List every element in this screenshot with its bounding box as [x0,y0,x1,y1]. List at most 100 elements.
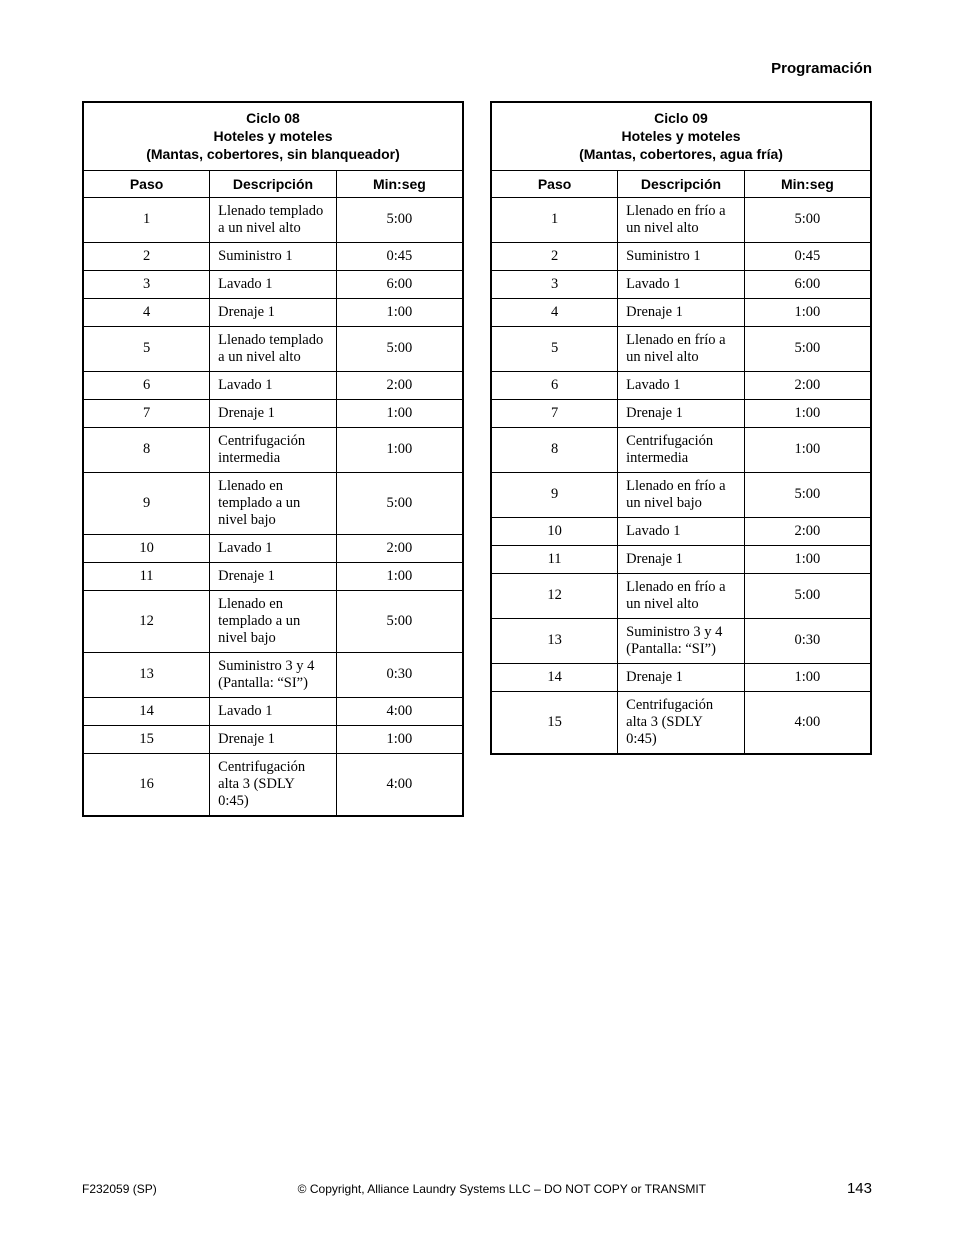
table-cell-step: 3 [83,270,210,298]
table-row: 13Suministro 3 y 4 (Pantalla: “SI”)0:30 [491,618,871,663]
table-cell-step: 4 [83,298,210,326]
table-row: 16Centrifugación alta 3 (SDLY 0:45)4:00 [83,753,463,816]
table-cell-desc: Centrifugación intermedia [618,427,745,472]
table-row: 10Lavado 12:00 [83,534,463,562]
table-cell-time: 1:00 [744,399,871,427]
table-row: 5Llenado templado a un nivel alto5:00 [83,326,463,371]
table-cell-step: 9 [83,472,210,534]
table-row: 8Centrifugación intermedia1:00 [83,427,463,472]
table-cell-time: 5:00 [744,197,871,242]
table-cell-time: 1:00 [744,427,871,472]
table-cell-time: 5:00 [336,472,463,534]
table-cell-desc: Lavado 1 [210,270,337,298]
table-row: 2Suministro 10:45 [83,242,463,270]
table-row: 6Lavado 12:00 [83,371,463,399]
table-cell-step: 7 [491,399,618,427]
table-cell-time: 0:30 [744,618,871,663]
table-cell-step: 12 [491,573,618,618]
table-row: 9Llenado en frío a un nivel bajo5:00 [491,472,871,517]
table-cell-time: 1:00 [744,298,871,326]
table-row: 1Llenado templado a un nivel alto5:00 [83,197,463,242]
table-cell-desc: Drenaje 1 [210,298,337,326]
table-cell-desc: Centrifugación alta 3 (SDLY 0:45) [618,691,745,754]
table-cell-time: 6:00 [744,270,871,298]
table-cell-step: 14 [83,697,210,725]
table-cell-desc: Suministro 1 [210,242,337,270]
table-cell-step: 5 [491,326,618,371]
table-cell-desc: Llenado en frío a un nivel alto [618,573,745,618]
column-header: Min:seg [336,170,463,197]
table-cell-desc: Suministro 1 [618,242,745,270]
cycle-table-1: Ciclo 09Hoteles y moteles(Mantas, cobert… [490,101,872,755]
table-cell-time: 6:00 [336,270,463,298]
footer-copyright: © Copyright, Alliance Laundry Systems LL… [157,1182,847,1196]
table-row: 9Llenado en templado a un nivel bajo5:00 [83,472,463,534]
cycle-title: Ciclo 09Hoteles y moteles(Mantas, cobert… [491,102,871,170]
table-row: 8Centrifugación intermedia1:00 [491,427,871,472]
table-row: 12Llenado en templado a un nivel bajo5:0… [83,590,463,652]
table-cell-desc: Llenado en templado a un nivel bajo [210,472,337,534]
table-row: 7Drenaje 11:00 [491,399,871,427]
table-cell-desc: Suministro 3 y 4 (Pantalla: “SI”) [618,618,745,663]
page-footer: F232059 (SP) © Copyright, Alliance Laund… [82,1180,872,1197]
table-cell-step: 6 [491,371,618,399]
section-title: Programación [82,60,872,77]
table-row: 13Suministro 3 y 4 (Pantalla: “SI”)0:30 [83,652,463,697]
table-cell-time: 4:00 [336,697,463,725]
table-cell-time: 2:00 [744,517,871,545]
table-cell-desc: Lavado 1 [618,371,745,399]
table-row: 3Lavado 16:00 [83,270,463,298]
table-row: 5Llenado en frío a un nivel alto5:00 [491,326,871,371]
column-header: Min:seg [744,170,871,197]
table-cell-step: 13 [491,618,618,663]
column-header: Descripción [210,170,337,197]
tables-row: Ciclo 08Hoteles y moteles(Mantas, cobert… [82,101,872,817]
table-cell-step: 16 [83,753,210,816]
table-cell-step: 14 [491,663,618,691]
table-row: 4Drenaje 11:00 [83,298,463,326]
table-row: 15Drenaje 11:00 [83,725,463,753]
table-cell-time: 5:00 [336,197,463,242]
table-row: 2Suministro 10:45 [491,242,871,270]
table-cell-desc: Drenaje 1 [618,399,745,427]
table-cell-step: 10 [83,534,210,562]
table-cell-step: 8 [491,427,618,472]
table-cell-desc: Lavado 1 [210,697,337,725]
table-cell-desc: Llenado templado a un nivel alto [210,326,337,371]
table-cell-step: 13 [83,652,210,697]
footer-doc-code: F232059 (SP) [82,1182,157,1196]
table-row: 14Drenaje 11:00 [491,663,871,691]
table-cell-step: 8 [83,427,210,472]
cycle-title: Ciclo 08Hoteles y moteles(Mantas, cobert… [83,102,463,170]
table-cell-time: 0:45 [336,242,463,270]
table-cell-desc: Drenaje 1 [618,298,745,326]
table-cell-time: 5:00 [336,326,463,371]
table-cell-desc: Drenaje 1 [210,725,337,753]
table-cell-time: 0:45 [744,242,871,270]
table-cell-desc: Lavado 1 [210,371,337,399]
page-content: Programación Ciclo 08Hoteles y moteles(M… [0,0,954,817]
table-cell-time: 5:00 [744,573,871,618]
table-cell-time: 2:00 [336,534,463,562]
table-cell-desc: Suministro 3 y 4 (Pantalla: “SI”) [210,652,337,697]
table-cell-time: 1:00 [336,427,463,472]
table-cell-step: 2 [491,242,618,270]
table-cell-time: 5:00 [744,472,871,517]
table-row: 11Drenaje 11:00 [83,562,463,590]
table-cell-time: 1:00 [336,399,463,427]
table-cell-step: 12 [83,590,210,652]
table-cell-desc: Centrifugación alta 3 (SDLY 0:45) [210,753,337,816]
table-cell-time: 0:30 [336,652,463,697]
table-cell-time: 4:00 [744,691,871,754]
table-cell-time: 1:00 [336,562,463,590]
table-row: 10Lavado 12:00 [491,517,871,545]
table-cell-time: 1:00 [336,725,463,753]
table-cell-desc: Lavado 1 [618,517,745,545]
table-cell-desc: Drenaje 1 [210,562,337,590]
table-cell-desc: Drenaje 1 [618,663,745,691]
table-cell-step: 7 [83,399,210,427]
table-row: 15Centrifugación alta 3 (SDLY 0:45)4:00 [491,691,871,754]
table-row: 6Lavado 12:00 [491,371,871,399]
column-header: Paso [491,170,618,197]
table-cell-desc: Drenaje 1 [618,545,745,573]
